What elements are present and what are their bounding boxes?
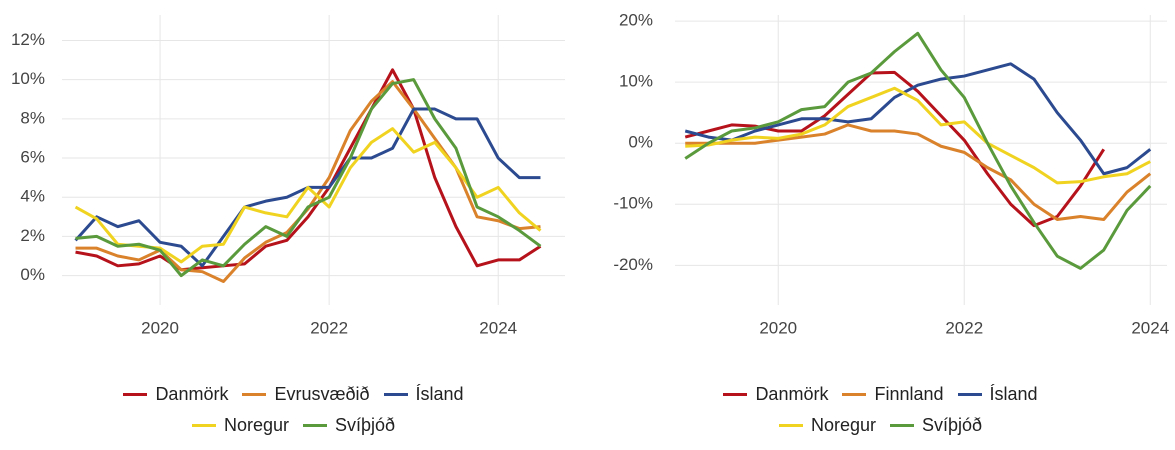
line — [684, 70, 1106, 228]
series-line — [685, 86, 1151, 185]
legend-item: Danmörk — [723, 384, 828, 405]
legend-key — [889, 424, 914, 427]
legend-item: Svíþjóð — [302, 415, 396, 436]
x-tick-label: 2022 — [945, 318, 983, 337]
panel: -20% -10% 0% 10% 20% 2020 2022 2024 Danmörk Finnl… — [587, 0, 1174, 450]
legend-label: Svíþjóð — [334, 415, 396, 435]
x-tick-label: 2020 — [759, 318, 797, 337]
legend-label: Danmörk — [155, 384, 229, 404]
legend-key — [123, 393, 148, 396]
x-tick-label: 2022 — [310, 318, 348, 337]
legend-key — [842, 393, 867, 396]
legend-item: Svíþjóð — [889, 415, 983, 436]
legend-label: Danmörk — [755, 384, 829, 404]
line — [685, 86, 1151, 185]
x-tick-label: 2024 — [1131, 318, 1169, 337]
y-tick-label: 0% — [628, 133, 653, 152]
series-line — [685, 123, 1152, 222]
y-tick-label: 0% — [20, 265, 45, 284]
chart: 0% 2% 4% 6% 8% 10% 12% 2020 2022 2024 — [11, 15, 565, 337]
y-tick-label: -10% — [613, 194, 653, 213]
panel: 0% 2% 4% 6% 8% 10% 12% 2020 2022 2024 Danmörk Evrus… — [0, 0, 587, 450]
y-tick-label: 20% — [619, 11, 653, 30]
legend-row: Noregur Svíþjóð — [587, 415, 1174, 436]
legend-label: Finnland — [874, 384, 944, 404]
legend-label: Noregur — [810, 415, 876, 435]
x-tick-label: 2020 — [141, 318, 179, 337]
legend-key — [383, 393, 408, 396]
series-line — [684, 31, 1152, 270]
legend-key — [302, 424, 327, 427]
legend-item: Evrusvæðið — [242, 384, 370, 405]
legend-key — [191, 424, 216, 427]
legend-row: Danmörk Evrusvæðið Ísland — [0, 384, 587, 405]
legend-label: Evrusvæðið — [274, 384, 370, 404]
legend-label: Ísland — [989, 384, 1038, 404]
series-line — [74, 127, 542, 264]
legend-label: Svíþjóð — [921, 415, 983, 435]
line — [684, 31, 1152, 270]
x-tick-label: 2024 — [479, 318, 517, 337]
y-tick-label: 4% — [20, 187, 45, 206]
legend-item: Noregur — [778, 415, 876, 436]
legend-key — [242, 393, 267, 396]
legend-item: Ísland — [957, 384, 1038, 405]
line — [74, 127, 542, 264]
line — [75, 68, 542, 272]
y-tick-label: 6% — [20, 148, 45, 167]
y-tick-label: 8% — [20, 108, 45, 127]
line — [684, 62, 1152, 176]
line — [75, 78, 542, 278]
legend-key — [778, 424, 803, 427]
series-line — [684, 62, 1152, 176]
legend-item: Ísland — [383, 384, 464, 405]
y-tick-label: -20% — [613, 255, 653, 274]
legend-key — [723, 393, 748, 396]
legend-label: Ísland — [415, 384, 464, 404]
series-line — [684, 70, 1106, 228]
series-line — [75, 68, 542, 272]
series-line — [75, 78, 542, 278]
legend: Danmörk Evrusvæðið Ísland Noregur Svíþjóð — [0, 384, 587, 446]
legend-key — [957, 393, 982, 396]
legend-item: Finnland — [842, 384, 944, 405]
legend-item: Noregur — [191, 415, 289, 436]
legend-item: Danmörk — [123, 384, 228, 405]
y-tick-label: 2% — [20, 226, 45, 245]
legend-label: Noregur — [223, 415, 289, 435]
legend-row: Danmörk Finnland Ísland — [587, 384, 1174, 405]
y-tick-label: 10% — [619, 72, 653, 91]
y-tick-label: 10% — [11, 69, 45, 88]
legend-row: Noregur Svíþjóð — [0, 415, 587, 436]
chart: -20% -10% 0% 10% 20% 2020 2022 2024 — [613, 11, 1169, 338]
legend: Danmörk Finnland Ísland Noregur Svíþjóð — [587, 384, 1174, 446]
y-tick-label: 12% — [11, 30, 45, 49]
line — [685, 123, 1152, 222]
